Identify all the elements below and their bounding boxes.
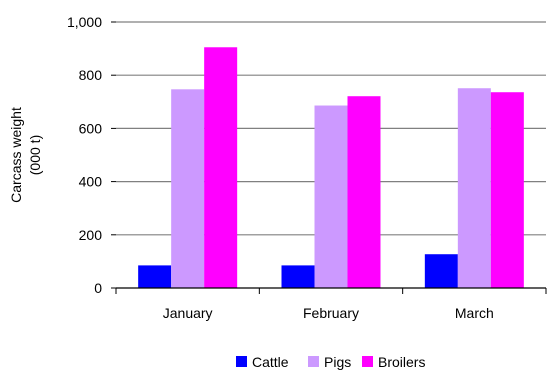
y-tick-label: 0 xyxy=(94,280,102,296)
y-tick-label: 1,000 xyxy=(67,14,102,30)
bar-cattle-february xyxy=(281,265,315,288)
bar-broilers-january xyxy=(204,47,238,288)
legend-label-pigs: Pigs xyxy=(324,354,351,370)
y-tick-label: 800 xyxy=(79,67,103,83)
bar-pigs-february xyxy=(314,105,348,288)
x-tick-labels: January February March xyxy=(163,305,494,321)
bar-broilers-march xyxy=(490,92,524,288)
x-tick-label: March xyxy=(455,305,494,321)
y-tick-label: 200 xyxy=(79,227,103,243)
bar-cattle-march xyxy=(424,254,458,288)
x-tick-label: February xyxy=(303,305,359,321)
bar-pigs-january xyxy=(171,89,205,288)
legend: Cattle Pigs Broilers xyxy=(236,354,425,370)
y-axis-title-line2: (000 t) xyxy=(27,135,43,175)
legend-swatch-pigs xyxy=(308,356,319,367)
y-tick-label: 600 xyxy=(79,120,103,136)
x-tick-label: January xyxy=(163,305,213,321)
legend-swatch-broilers xyxy=(362,356,373,367)
y-tick-labels: 0 200 400 600 800 1,000 xyxy=(67,14,102,296)
bar-cattle-january xyxy=(138,265,172,288)
legend-label-cattle: Cattle xyxy=(252,354,289,370)
bar-pigs-march xyxy=(457,88,491,288)
bar-broilers-february xyxy=(347,96,381,289)
legend-label-broilers: Broilers xyxy=(378,354,425,370)
y-tick-label: 400 xyxy=(79,174,103,190)
y-axis-title-line1: Carcass weight xyxy=(8,107,24,203)
bars xyxy=(138,47,524,289)
legend-swatch-cattle xyxy=(236,356,247,367)
axes xyxy=(111,21,547,294)
